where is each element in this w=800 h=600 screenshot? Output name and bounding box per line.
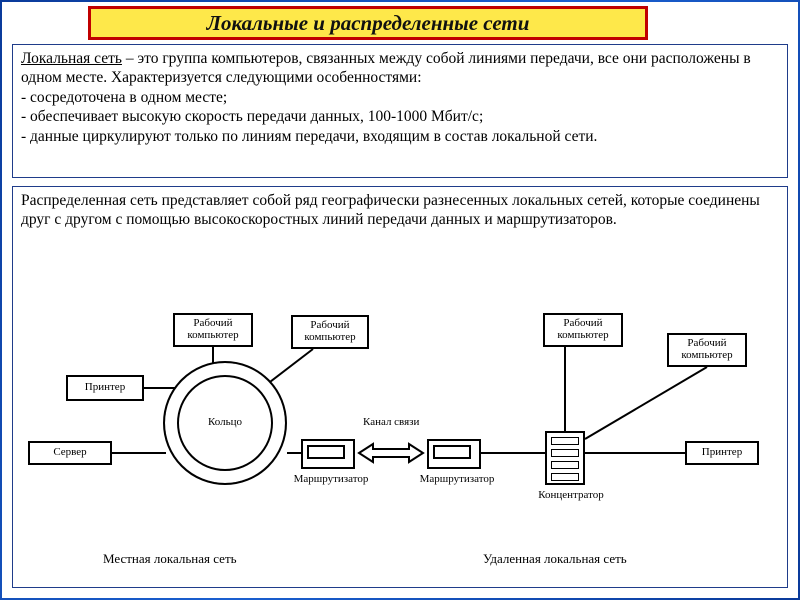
box1-lead: Локальная сеть bbox=[21, 50, 122, 67]
label-channel: Канал связи bbox=[363, 416, 419, 430]
node-printer-2: Принтер bbox=[685, 441, 759, 465]
node-router-2 bbox=[427, 439, 481, 469]
page-title: Локальные и распределенные сети bbox=[88, 6, 648, 40]
label-router-2: Маршрутизатор bbox=[407, 473, 507, 487]
node-printer-1: Принтер bbox=[66, 375, 144, 401]
page-title-text: Локальные и распределенные сети bbox=[207, 11, 530, 35]
definition-box-local: Локальная сеть – это группа компьютеров,… bbox=[12, 44, 788, 178]
node-workstation-1: Рабочий компьютер bbox=[173, 313, 253, 347]
node-workstation-2: Рабочий компьютер bbox=[291, 315, 369, 349]
label-footer-right: Удаленная локальная сеть bbox=[483, 551, 627, 567]
tab-printer-1 bbox=[13, 313, 25, 323]
node-server: Сервер bbox=[28, 441, 112, 465]
tab-server bbox=[13, 323, 25, 333]
tab-printer-2 bbox=[13, 333, 25, 343]
box1-bullet-1: - обеспечивает высокую скорость передачи… bbox=[21, 107, 779, 126]
label-hub: Концентратор bbox=[521, 489, 621, 503]
box1-bullet-2: - данные циркулируют только по линиям пе… bbox=[21, 127, 779, 146]
box2-text: Распределенная сеть представляет собой р… bbox=[21, 191, 779, 230]
node-hub bbox=[545, 431, 585, 485]
box1-bullet-0: - сосредоточена в одном месте; bbox=[21, 88, 779, 107]
label-router-1: Маршрутизатор bbox=[281, 473, 381, 487]
node-router-1 bbox=[301, 439, 355, 469]
box1-lead-tail: – это группа компьютеров, связанных межд… bbox=[21, 50, 751, 86]
node-workstation-3: Рабочий компьютер bbox=[543, 313, 623, 347]
network-diagram: Принтер Сервер Рабочий компьютер Рабочий… bbox=[13, 313, 789, 593]
node-workstation-4: Рабочий компьютер bbox=[667, 333, 747, 367]
node-ring: Кольцо bbox=[163, 361, 287, 485]
definition-box-distributed: Распределенная сеть представляет собой р… bbox=[12, 186, 788, 588]
label-footer-left: Местная локальная сеть bbox=[103, 551, 237, 567]
